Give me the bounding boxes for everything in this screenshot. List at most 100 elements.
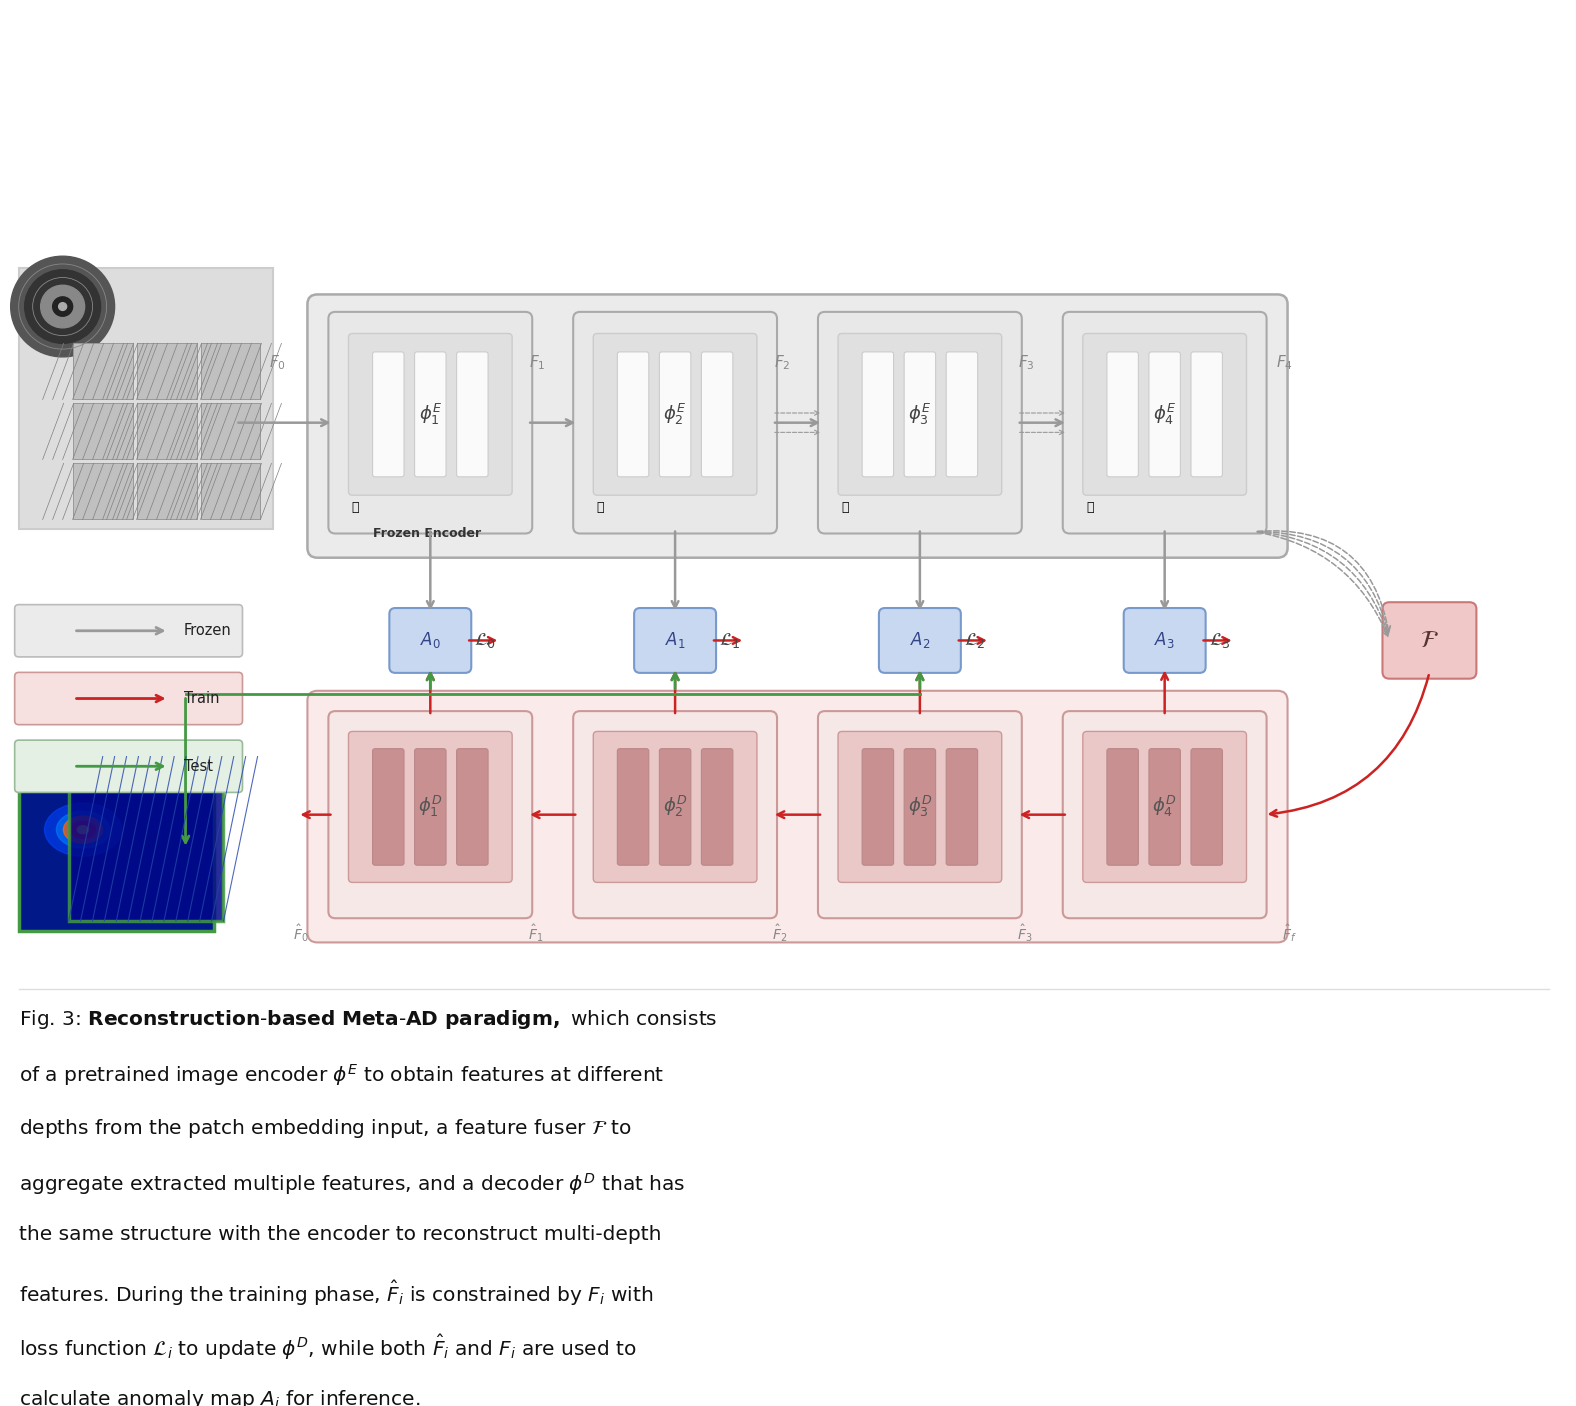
FancyBboxPatch shape <box>1106 748 1138 865</box>
FancyBboxPatch shape <box>348 731 512 883</box>
Circle shape <box>25 270 101 343</box>
FancyBboxPatch shape <box>818 312 1021 533</box>
Text: of a pretrained image encoder $\phi^{E}$ to obtain features at different: of a pretrained image encoder $\phi^{E}$… <box>19 1063 663 1088</box>
FancyBboxPatch shape <box>1083 731 1247 883</box>
FancyBboxPatch shape <box>72 343 132 399</box>
FancyBboxPatch shape <box>862 748 894 865</box>
Text: Train: Train <box>183 690 219 706</box>
Text: $F_{0}$: $F_{0}$ <box>269 353 285 373</box>
FancyBboxPatch shape <box>1062 711 1267 918</box>
FancyBboxPatch shape <box>328 711 533 918</box>
Text: $\hat{F}_{1}$: $\hat{F}_{1}$ <box>528 922 542 943</box>
Ellipse shape <box>77 825 88 834</box>
FancyBboxPatch shape <box>818 711 1021 918</box>
Text: $\phi_{2}^D$: $\phi_{2}^D$ <box>663 794 687 820</box>
Text: $\phi_{3}^D$: $\phi_{3}^D$ <box>908 794 931 820</box>
Text: $\mathcal{L}_{0}$: $\mathcal{L}_{0}$ <box>474 631 496 650</box>
Text: Test: Test <box>183 759 213 773</box>
Text: calculate anomaly map $A_i$ for inference.: calculate anomaly map $A_i$ for inferenc… <box>19 1388 421 1406</box>
Text: Frozen Encoder: Frozen Encoder <box>374 527 481 540</box>
Text: 🔒: 🔒 <box>351 501 359 513</box>
Text: $\hat{F}_{3}$: $\hat{F}_{3}$ <box>1017 922 1032 943</box>
Text: depths from the patch embedding input, a feature fuser $\mathcal{F}$ to: depths from the patch embedding input, a… <box>19 1116 632 1140</box>
Text: $\mathcal{L}_{2}$: $\mathcal{L}_{2}$ <box>965 631 985 650</box>
FancyBboxPatch shape <box>946 352 977 477</box>
FancyBboxPatch shape <box>19 267 274 529</box>
FancyBboxPatch shape <box>1124 607 1206 673</box>
FancyBboxPatch shape <box>634 607 716 673</box>
FancyBboxPatch shape <box>1382 602 1477 679</box>
FancyBboxPatch shape <box>72 464 132 519</box>
FancyBboxPatch shape <box>69 756 224 921</box>
Text: $\mathcal{F}$: $\mathcal{F}$ <box>1420 628 1439 652</box>
Text: $F_{1}$: $F_{1}$ <box>530 353 545 373</box>
FancyBboxPatch shape <box>200 404 260 460</box>
FancyBboxPatch shape <box>389 607 471 673</box>
FancyBboxPatch shape <box>307 690 1288 942</box>
FancyBboxPatch shape <box>879 607 961 673</box>
FancyBboxPatch shape <box>372 748 403 865</box>
FancyBboxPatch shape <box>72 404 132 460</box>
FancyBboxPatch shape <box>593 333 756 495</box>
Ellipse shape <box>57 811 110 848</box>
FancyBboxPatch shape <box>701 352 733 477</box>
Text: $\phi_{1}^D$: $\phi_{1}^D$ <box>418 794 443 820</box>
Circle shape <box>52 297 72 316</box>
FancyBboxPatch shape <box>14 605 243 657</box>
FancyBboxPatch shape <box>618 352 649 477</box>
Text: $F_{3}$: $F_{3}$ <box>1018 353 1035 373</box>
FancyBboxPatch shape <box>1149 352 1180 477</box>
FancyBboxPatch shape <box>838 333 1002 495</box>
Text: 🔒: 🔒 <box>596 501 604 513</box>
FancyBboxPatch shape <box>457 748 489 865</box>
Text: $\mathcal{L}_{3}$: $\mathcal{L}_{3}$ <box>1209 631 1231 650</box>
FancyBboxPatch shape <box>1149 748 1180 865</box>
Text: 🔒: 🔒 <box>842 501 849 513</box>
FancyBboxPatch shape <box>137 343 197 399</box>
Text: the same structure with the encoder to reconstruct multi-depth: the same structure with the encoder to r… <box>19 1225 662 1244</box>
FancyBboxPatch shape <box>701 748 733 865</box>
FancyBboxPatch shape <box>137 404 197 460</box>
FancyBboxPatch shape <box>1106 352 1138 477</box>
FancyBboxPatch shape <box>137 464 197 519</box>
FancyBboxPatch shape <box>593 731 756 883</box>
FancyBboxPatch shape <box>200 464 260 519</box>
FancyBboxPatch shape <box>862 352 894 477</box>
FancyBboxPatch shape <box>14 740 243 793</box>
Text: $\phi_{3}^E$: $\phi_{3}^E$ <box>908 402 931 427</box>
Text: $A_{0}$: $A_{0}$ <box>419 630 441 651</box>
FancyBboxPatch shape <box>1083 333 1247 495</box>
FancyBboxPatch shape <box>414 352 446 477</box>
FancyBboxPatch shape <box>946 748 977 865</box>
FancyBboxPatch shape <box>1062 312 1267 533</box>
FancyBboxPatch shape <box>328 312 533 533</box>
Text: features. During the training phase, $\hat{F}_i$ is constrained by $F_i$ with: features. During the training phase, $\h… <box>19 1279 652 1308</box>
Text: $\hat{F}_{0}$: $\hat{F}_{0}$ <box>293 922 309 943</box>
Text: $F_{4}$: $F_{4}$ <box>1277 353 1292 373</box>
Text: $A_{1}$: $A_{1}$ <box>665 630 686 651</box>
Text: $\phi_{2}^E$: $\phi_{2}^E$ <box>663 402 687 427</box>
FancyBboxPatch shape <box>659 748 690 865</box>
FancyBboxPatch shape <box>574 711 777 918</box>
Text: $\phi_{1}^E$: $\phi_{1}^E$ <box>419 402 441 427</box>
Text: $\hat{F}_{2}$: $\hat{F}_{2}$ <box>772 922 788 943</box>
Text: $\hat{F}_{f}$: $\hat{F}_{f}$ <box>1283 922 1297 943</box>
FancyBboxPatch shape <box>14 672 243 724</box>
FancyBboxPatch shape <box>1191 352 1223 477</box>
Ellipse shape <box>44 803 121 856</box>
Text: $A_{2}$: $A_{2}$ <box>909 630 930 651</box>
Text: aggregate extracted multiple features, and a decoder $\phi^{D}$ that has: aggregate extracted multiple features, a… <box>19 1171 686 1197</box>
FancyBboxPatch shape <box>19 747 213 931</box>
Ellipse shape <box>63 815 102 844</box>
FancyBboxPatch shape <box>200 343 260 399</box>
Circle shape <box>41 285 85 328</box>
Circle shape <box>11 256 115 357</box>
Text: $\mathcal{L}_{1}$: $\mathcal{L}_{1}$ <box>719 631 741 650</box>
Text: Fig. 3: $\mathbf{Reconstruction\text{-}based\ Meta\text{-}AD\ paradigm,}$ which : Fig. 3: $\mathbf{Reconstruction\text{-}b… <box>19 1008 717 1031</box>
Text: Frozen: Frozen <box>183 623 232 638</box>
FancyBboxPatch shape <box>307 294 1288 558</box>
FancyBboxPatch shape <box>659 352 690 477</box>
Text: 🔒: 🔒 <box>1086 501 1094 513</box>
Circle shape <box>58 302 66 311</box>
FancyBboxPatch shape <box>1191 748 1223 865</box>
